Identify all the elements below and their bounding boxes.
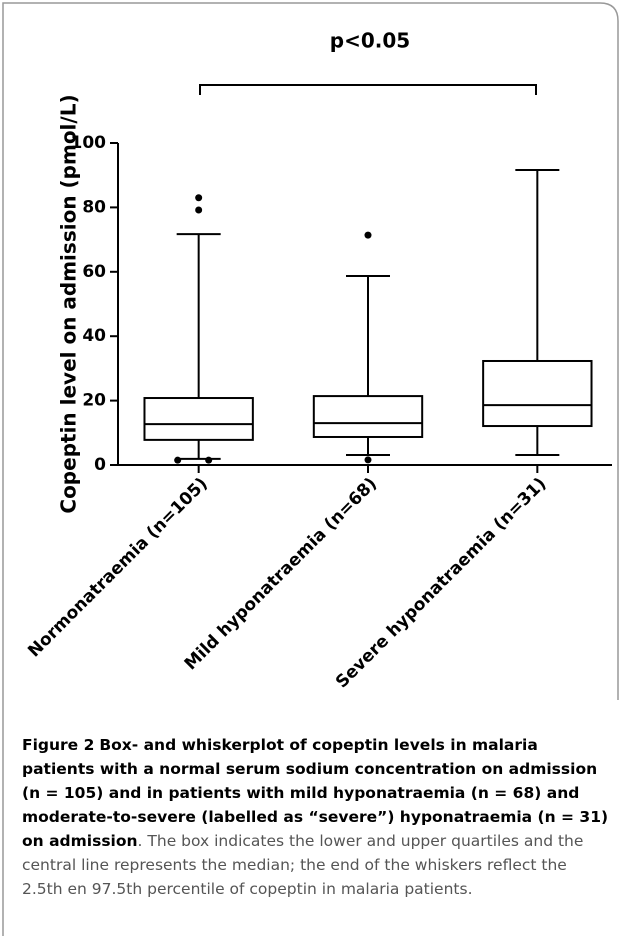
outlier xyxy=(205,456,213,464)
y-tick-label: 0 xyxy=(94,455,106,475)
box xyxy=(312,395,424,438)
x-tick-label: Severe hyponatraemia (n=31) xyxy=(332,474,550,692)
box xyxy=(143,397,254,441)
annotation: p<0.05 xyxy=(330,29,410,53)
caption: Figure 2 Box- and whiskerplot of copepti… xyxy=(22,733,610,901)
y-axis-label: Copeptin level on admission (pmol/L) xyxy=(57,94,81,513)
outlier xyxy=(195,194,203,202)
y-tick-label: 40 xyxy=(82,326,106,346)
caption-label: Figure 2 xyxy=(22,736,95,754)
y-tick-label: 100 xyxy=(71,133,107,153)
y-tick-label: 60 xyxy=(82,262,106,282)
significance-bracket xyxy=(199,84,537,95)
caption-text: . The box indicates the lower and upper … xyxy=(22,832,584,898)
x-tick-label: Mild hyponatraemia (n=68) xyxy=(181,474,381,674)
y-tick-label: 80 xyxy=(82,197,106,217)
box xyxy=(482,359,593,428)
outlier xyxy=(195,206,203,214)
x-tick-label: Normonatraemia (n=105) xyxy=(24,474,211,661)
outlier xyxy=(364,456,372,464)
caption-bold: Box- and whiskerplot of copeptin levels … xyxy=(22,736,609,850)
outlier xyxy=(364,231,372,239)
y-tick-label: 20 xyxy=(82,391,106,411)
outlier xyxy=(174,456,182,464)
